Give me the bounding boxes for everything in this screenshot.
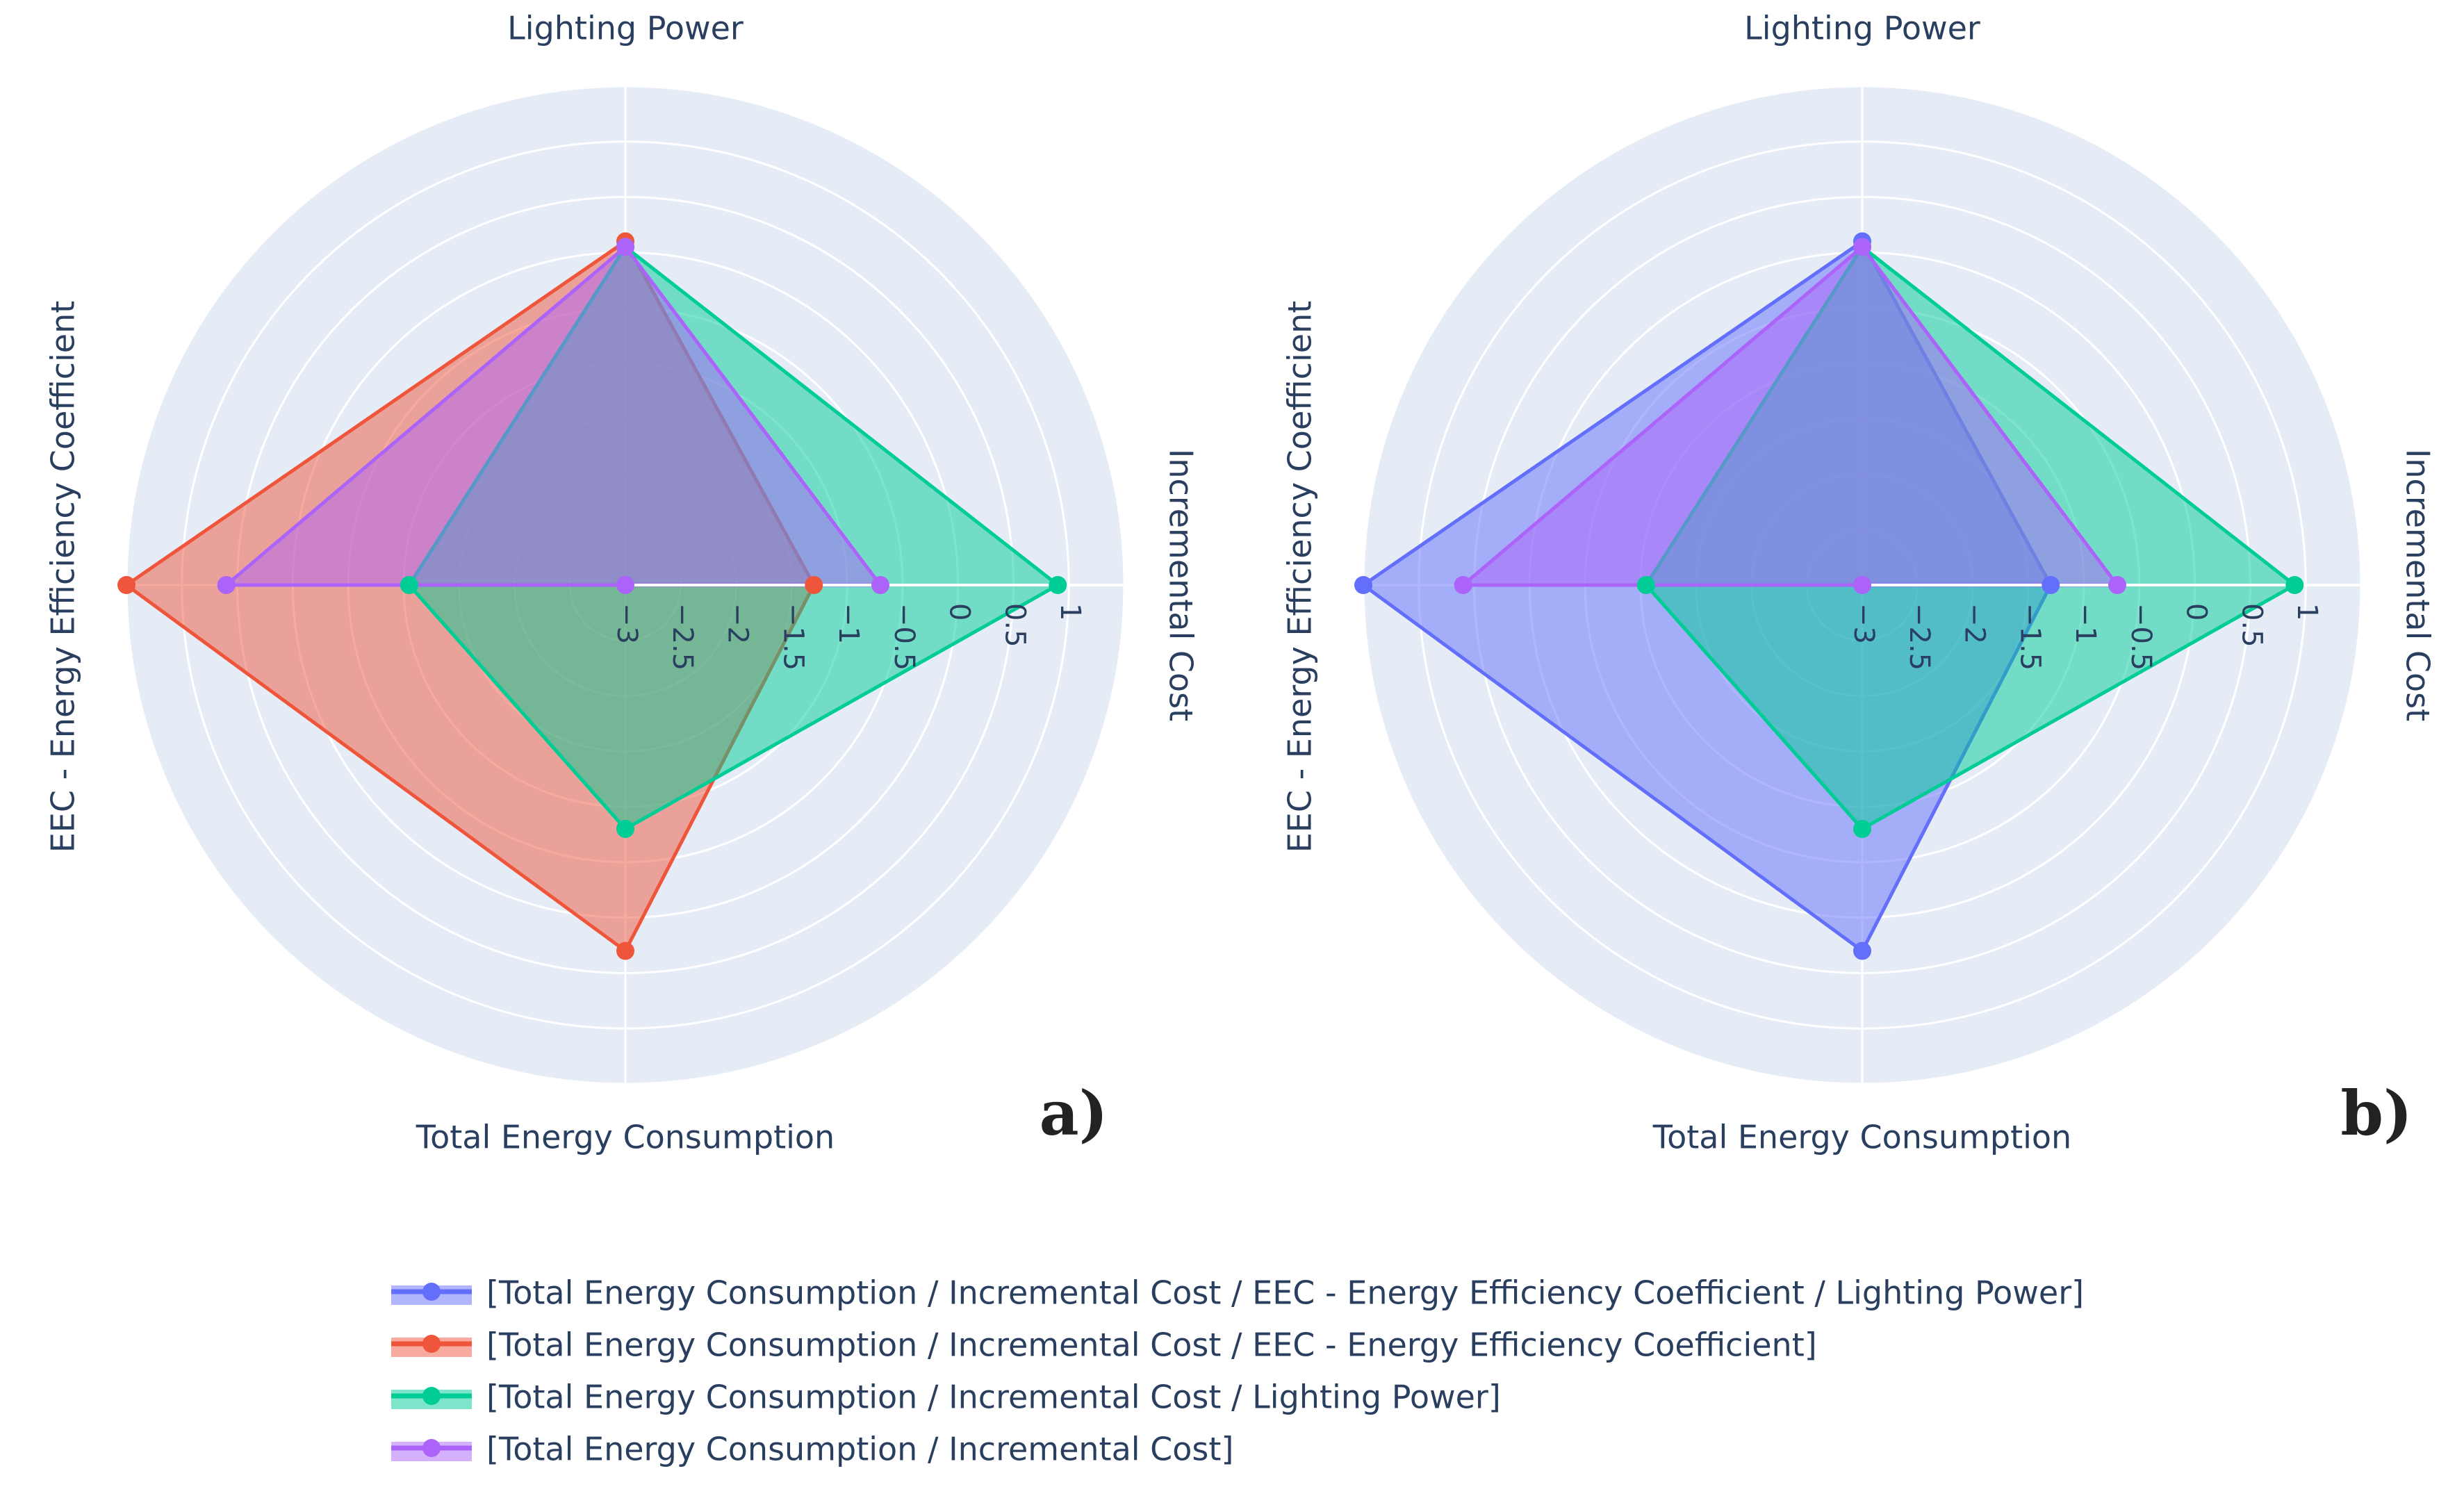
tick-label: −0.5	[888, 603, 920, 671]
tick-label: −1	[832, 603, 864, 644]
tick-label: 0	[2180, 603, 2212, 620]
data-point-lighting-power[interactable]	[1853, 238, 1871, 256]
data-point-incremental-cost[interactable]	[805, 576, 823, 594]
tick-label: 0.5	[999, 603, 1030, 648]
legend-swatch-marker	[422, 1335, 441, 1353]
tick-label: −1.5	[2014, 603, 2046, 671]
tick-label: −0.5	[2125, 603, 2157, 671]
tick-label: 0.5	[2235, 603, 2267, 648]
legend-label: [Total Energy Consumption / Incremental …	[486, 1379, 1501, 1416]
tick-label: 1	[2291, 603, 2323, 620]
tick-label: 1	[1054, 603, 1086, 620]
axis-label-incremental-cost: Incremental Cost	[2399, 449, 2437, 721]
legend-label: [Total Energy Consumption / Incremental …	[486, 1431, 1233, 1468]
data-point-lighting-power[interactable]	[616, 238, 634, 256]
tick-label: −1.5	[777, 603, 809, 671]
axis-label-total-energy-consumption: Total Energy Consumption	[416, 1119, 835, 1156]
panel-label: b)	[2340, 1077, 2412, 1149]
legend-label: [Total Energy Consumption / Incremental …	[486, 1274, 2084, 1312]
data-point-eec-energy-efficiency-coefficient[interactable]	[1454, 576, 1472, 594]
tick-label: 0	[944, 603, 976, 620]
legend: [Total Energy Consumption / Incremental …	[391, 1274, 2084, 1468]
axis-label-total-energy-consumption: Total Energy Consumption	[1652, 1119, 2071, 1156]
legend-swatch-marker	[422, 1439, 441, 1457]
axis-label-eec-energy-efficiency-coefficient: EEC - Energy Efficiency Coefficient	[44, 301, 82, 853]
radar-panel-b: [Total Energy Consumption / Incremental …	[1281, 10, 2437, 1156]
tick-label: −2.5	[666, 603, 698, 671]
data-point-total-energy-consumption[interactable]	[616, 576, 634, 594]
data-point-incremental-cost[interactable]	[2108, 576, 2126, 594]
data-point-incremental-cost[interactable]	[2042, 576, 2060, 594]
tick-label: −1	[2069, 603, 2101, 644]
legend-item-2[interactable]: [Total Energy Consumption / Incremental …	[391, 1326, 1817, 1364]
tick-label: −2.5	[1903, 603, 1935, 671]
data-point-eec-energy-efficiency-coefficient[interactable]	[217, 576, 236, 594]
data-point-incremental-cost[interactable]	[1049, 576, 1067, 594]
axis-label-incremental-cost: Incremental Cost	[1163, 449, 1200, 721]
data-point-total-energy-consumption[interactable]	[1853, 820, 1871, 839]
data-point-eec-energy-efficiency-coefficient[interactable]	[1354, 576, 1372, 594]
data-point-incremental-cost[interactable]	[2285, 576, 2304, 594]
axis-label-lighting-power: Lighting Power	[507, 10, 744, 47]
data-point-total-energy-consumption[interactable]	[616, 941, 634, 960]
data-point-eec-energy-efficiency-coefficient[interactable]	[400, 576, 418, 594]
legend-label: [Total Energy Consumption / Incremental …	[486, 1326, 1817, 1364]
tick-label: −2	[722, 603, 754, 644]
tick-label: −2	[1959, 603, 1991, 644]
legend-swatch-marker	[422, 1387, 441, 1405]
data-point-total-energy-consumption[interactable]	[616, 820, 634, 839]
legend-item-3[interactable]: [Total Energy Consumption / Incremental …	[391, 1379, 1501, 1416]
axis-label-lighting-power: Lighting Power	[1744, 10, 1980, 47]
data-point-total-energy-consumption[interactable]	[1853, 941, 1871, 960]
data-point-total-energy-consumption[interactable]	[1853, 576, 1871, 594]
panel-label: a)	[1040, 1077, 1108, 1149]
legend-item-4[interactable]: [Total Energy Consumption / Incremental …	[391, 1431, 1233, 1468]
tick-label: −3	[1848, 603, 1880, 644]
legend-item-1[interactable]: [Total Energy Consumption / Incremental …	[391, 1274, 2084, 1312]
radar-panel-a: [Total Energy Consumption / Incremental …	[44, 10, 1200, 1156]
data-point-eec-energy-efficiency-coefficient[interactable]	[1636, 576, 1655, 594]
data-point-eec-energy-efficiency-coefficient[interactable]	[117, 576, 135, 594]
legend-swatch-marker	[422, 1283, 441, 1301]
axis-label-eec-energy-efficiency-coefficient: EEC - Energy Efficiency Coefficient	[1281, 301, 1319, 853]
data-point-incremental-cost[interactable]	[871, 576, 889, 594]
tick-label: −3	[611, 603, 643, 644]
